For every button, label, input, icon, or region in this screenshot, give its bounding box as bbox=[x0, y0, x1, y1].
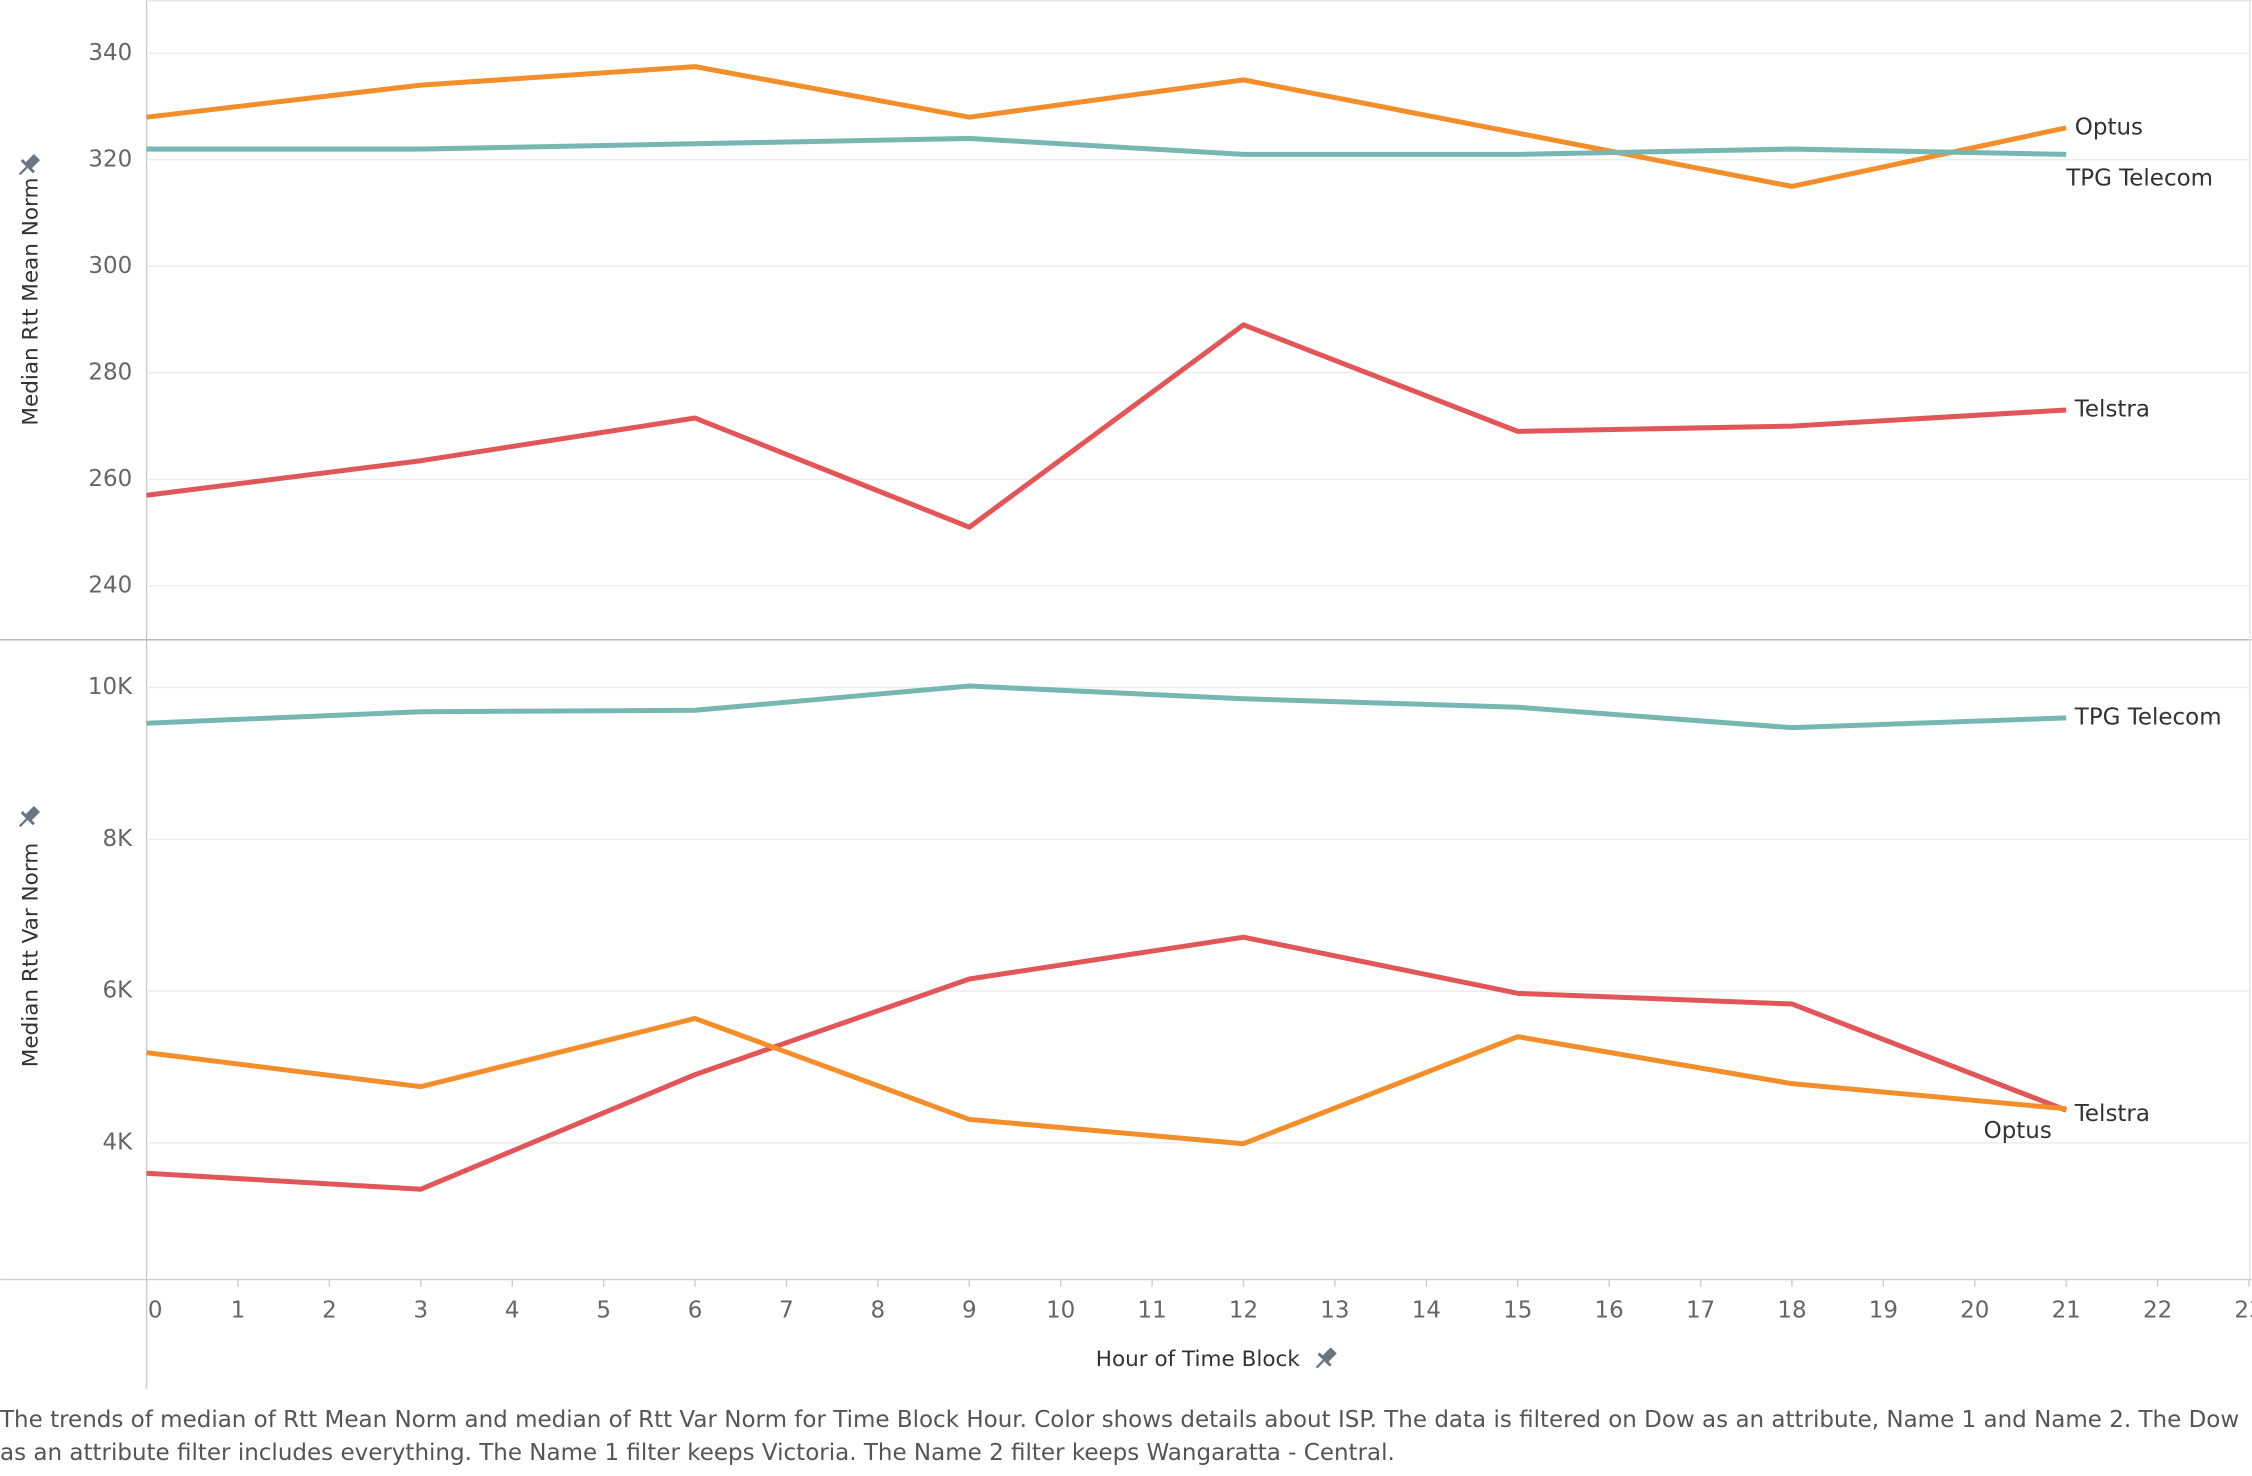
x-tick-label: 8 bbox=[871, 1298, 886, 1324]
series-label: Optus bbox=[2075, 114, 2143, 140]
y-tick-label: 300 bbox=[88, 253, 132, 279]
x-tick-label: 1 bbox=[231, 1298, 246, 1324]
x-tick-label: 18 bbox=[1777, 1298, 1806, 1324]
x-tick-label: 3 bbox=[414, 1298, 429, 1324]
y-tick-label: 8K bbox=[103, 826, 134, 852]
y-axis-title: Median Rtt Var Norm bbox=[19, 843, 44, 1068]
pin-icon bbox=[18, 805, 41, 828]
line bbox=[146, 1015, 2067, 1147]
y-tick-label: 280 bbox=[88, 359, 132, 385]
x-tick-label: 2 bbox=[322, 1298, 337, 1324]
series-label: TPG Telecom bbox=[2074, 704, 2222, 730]
x-tick-label: 9 bbox=[962, 1298, 977, 1324]
x-tick-label: 23 bbox=[2234, 1298, 2252, 1324]
y-axis-title: Median Rtt Mean Norm bbox=[19, 178, 44, 426]
y-tick-label: 6K bbox=[103, 978, 134, 1004]
x-tick-label: 10 bbox=[1046, 1298, 1075, 1324]
grid bbox=[146, 52, 2250, 587]
series-label: Optus bbox=[1984, 1118, 2052, 1144]
x-axis-title: Hour of Time Block bbox=[1096, 1347, 1301, 1372]
y-tick-label: 4K bbox=[103, 1129, 134, 1155]
x-tick-label: 14 bbox=[1412, 1298, 1441, 1324]
x-tick-label: 22 bbox=[2143, 1298, 2172, 1324]
x-tick-label: 19 bbox=[1869, 1298, 1898, 1324]
chart: Median Rtt Mean Norm Median Rtt Var Norm… bbox=[0, 0, 2252, 1389]
y-tick-label: 240 bbox=[88, 572, 132, 598]
x-tick-label: 11 bbox=[1137, 1298, 1166, 1324]
line bbox=[146, 934, 2068, 1192]
x-tick-label: 12 bbox=[1229, 1298, 1258, 1324]
y-tick-label: 320 bbox=[88, 146, 132, 172]
x-tick-label: 15 bbox=[1503, 1298, 1532, 1324]
x-tick-label: 16 bbox=[1595, 1298, 1624, 1324]
x-tick-label: 17 bbox=[1686, 1298, 1715, 1324]
pin-icon bbox=[1315, 1347, 1337, 1369]
line bbox=[146, 683, 2067, 731]
series-label: Telstra bbox=[2074, 1101, 2150, 1127]
x-tick-label: 0 bbox=[148, 1298, 163, 1324]
x-tick-label: 7 bbox=[779, 1298, 794, 1324]
x-tick-label: 20 bbox=[1960, 1298, 1989, 1324]
line bbox=[146, 135, 2067, 157]
x-tick-label: 5 bbox=[596, 1298, 611, 1324]
x-tick-label: 4 bbox=[505, 1298, 520, 1324]
series-label: TPG Telecom bbox=[2065, 165, 2213, 191]
y-tick-label: 10K bbox=[88, 674, 133, 700]
x-tick-label: 21 bbox=[2052, 1298, 2081, 1324]
caption: The trends of median of Rtt Mean Norm an… bbox=[0, 1407, 2240, 1466]
grid bbox=[146, 686, 2250, 1144]
line bbox=[146, 322, 2067, 530]
series-label: Telstra bbox=[2074, 397, 2150, 423]
x-tick-label: 13 bbox=[1320, 1298, 1349, 1324]
x-tick-label: 6 bbox=[688, 1298, 703, 1324]
y-tick-label: 340 bbox=[88, 40, 132, 66]
y-tick-label: 260 bbox=[88, 466, 132, 492]
pin-icon bbox=[18, 153, 41, 176]
line bbox=[146, 64, 2067, 189]
